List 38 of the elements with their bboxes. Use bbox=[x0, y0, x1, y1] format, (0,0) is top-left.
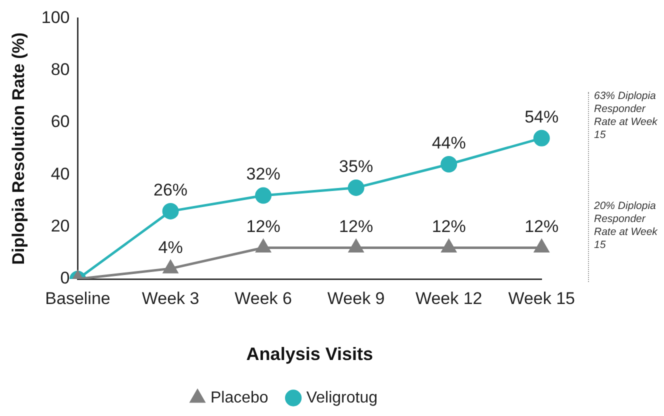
point bbox=[255, 187, 272, 204]
data-label: 4% bbox=[158, 238, 183, 257]
text: 63% Diplopia Responder Rate at Week 15 bbox=[594, 90, 659, 142]
y-tick-label: 60 bbox=[50, 112, 70, 132]
data-label: 12% bbox=[524, 216, 559, 236]
data-label: 35% bbox=[339, 156, 374, 176]
legend-label: Veligrotug bbox=[306, 389, 378, 406]
y-tick-label: 20 bbox=[50, 216, 70, 236]
y-axis-title: Diplopia Resolution Rate (%) bbox=[8, 32, 28, 265]
x-tick-label: Baseline bbox=[45, 288, 110, 308]
data-label: 12% bbox=[339, 216, 374, 236]
y-tick-label: 40 bbox=[50, 164, 70, 184]
data-label: 26% bbox=[154, 180, 188, 200]
x-tick-label: Week 6 bbox=[234, 288, 292, 308]
x-tick-label: Week 12 bbox=[415, 288, 482, 308]
point bbox=[534, 239, 549, 252]
data-label: 12% bbox=[432, 216, 466, 236]
point bbox=[256, 239, 271, 252]
legend-label: Placebo bbox=[210, 389, 268, 406]
text: 20% Diplopia Responder Rate at Week 15 bbox=[594, 200, 659, 252]
x-axis-title: Analysis Visits bbox=[246, 344, 374, 364]
point bbox=[440, 156, 458, 172]
point bbox=[348, 179, 364, 196]
data-label: 54% bbox=[524, 107, 559, 126]
y-tick-label: 80 bbox=[50, 60, 70, 80]
point bbox=[442, 239, 456, 252]
data-label: 44% bbox=[432, 133, 466, 152]
y-tick-label: 0 bbox=[60, 268, 70, 288]
data-label: 12% bbox=[246, 216, 280, 236]
point bbox=[348, 239, 364, 252]
point bbox=[162, 202, 179, 220]
data-label: 32% bbox=[246, 164, 280, 184]
x-tick-label: Week 3 bbox=[142, 288, 200, 308]
y-tick-label: 100 bbox=[41, 8, 70, 27]
x-tick-label: Week 15 bbox=[508, 288, 575, 308]
point bbox=[163, 260, 178, 274]
x-tick-label: Week 9 bbox=[327, 288, 385, 308]
point bbox=[533, 130, 550, 146]
